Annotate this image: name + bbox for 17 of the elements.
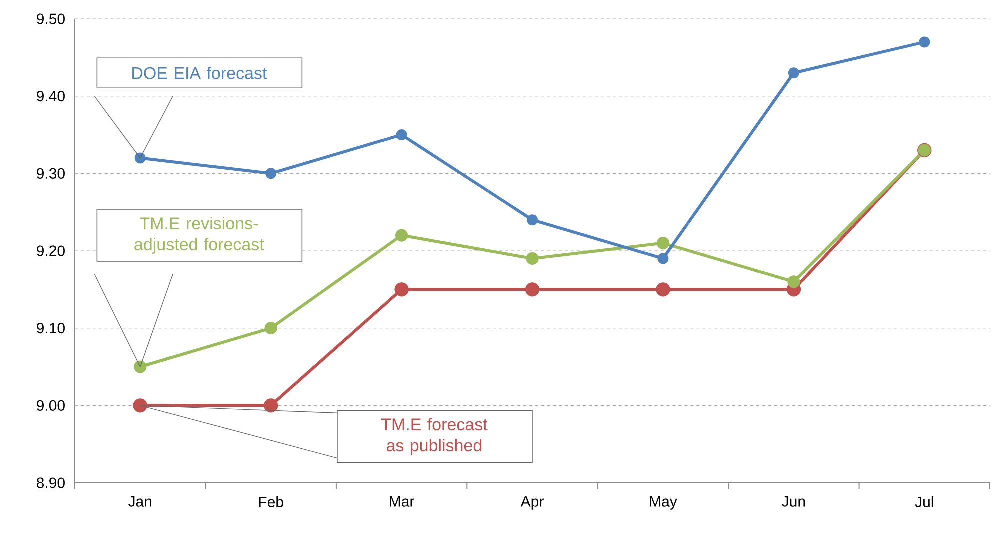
y-tick-label: 9.10 [37,323,65,334]
x-tick-label: Apr [520,496,544,510]
y-tick-label: 9.00 [37,400,65,411]
x-tick-label: Jan [128,496,152,507]
y-tick-label: 9.40 [37,91,65,102]
x-tick-label: Feb [259,496,284,508]
x-tick-label: Mar [390,496,414,507]
text: TM.E revisions-adjusted forecast [134,217,264,254]
y-tick-label: 8.90 [37,478,65,488]
text: TM.E forecast as published [381,418,488,456]
x-tick-label: Jul [915,496,934,508]
x-tick-label: May [650,496,678,510]
y-tick-label: 9.50 [37,14,65,24]
y-tick-label: 9.30 [37,168,65,179]
text: DOE EIA forecast [132,66,268,80]
y-tick-label: 9.20 [37,246,65,256]
x-tick-label: Jun [782,496,806,507]
